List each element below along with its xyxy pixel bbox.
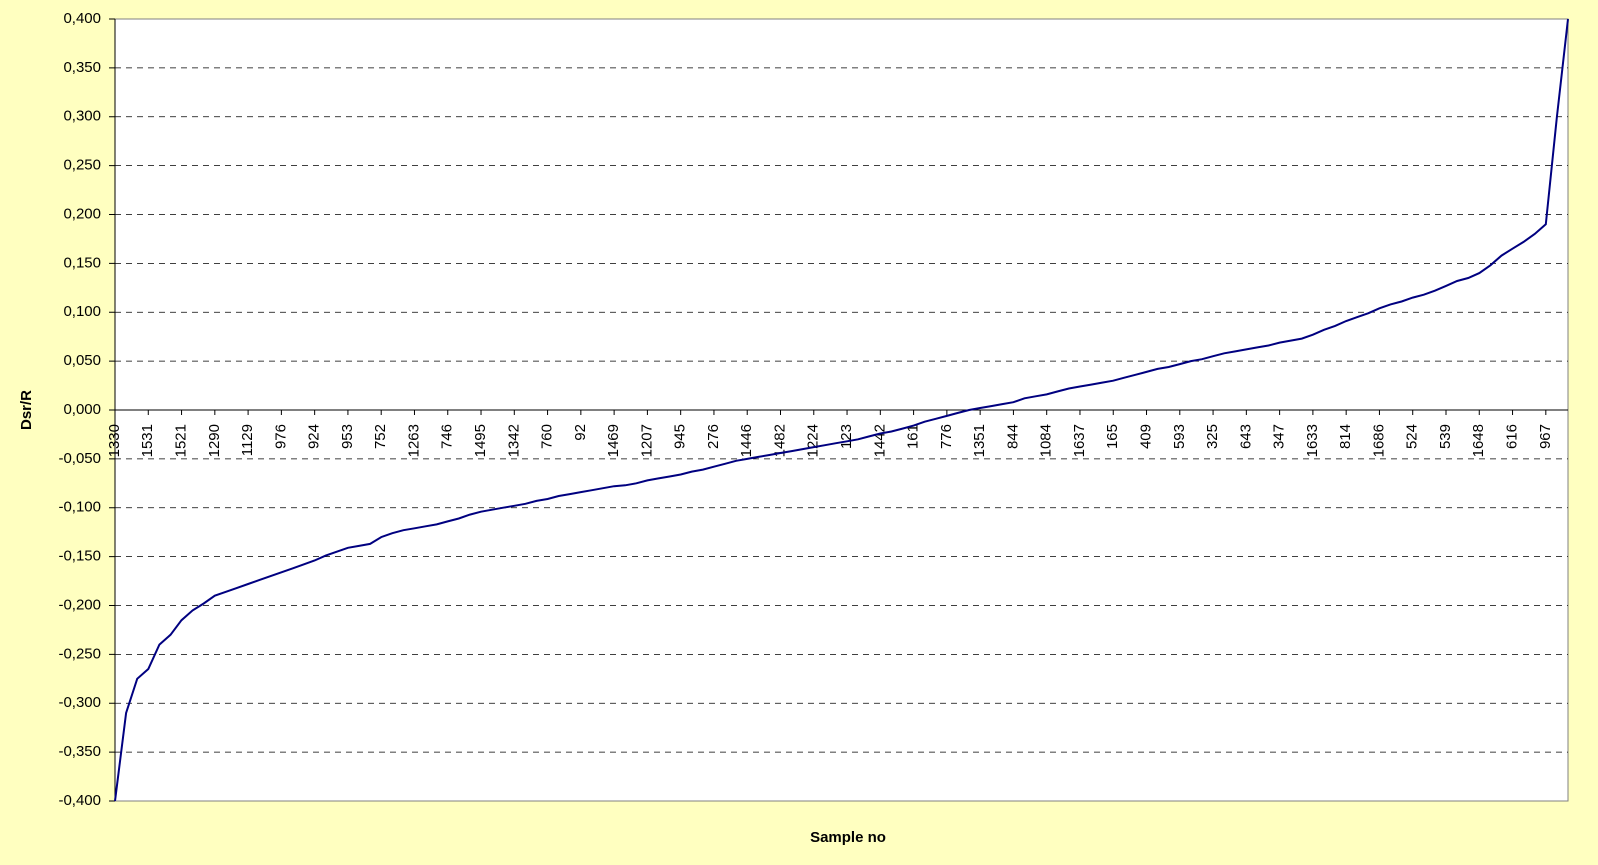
y-tick-label: 0,100 [63, 303, 101, 320]
x-axis-title: Sample no [810, 829, 886, 846]
x-tick-label: 1686 [1370, 424, 1387, 457]
x-tick-label: 1263 [405, 424, 422, 457]
x-tick-label: 643 [1237, 424, 1254, 449]
y-tick-label: -0,100 [58, 499, 101, 516]
y-axis-title: Dsr/R [18, 390, 35, 430]
x-tick-label: 347 [1271, 424, 1288, 449]
x-tick-label: 1446 [738, 424, 755, 457]
x-tick-label: 967 [1537, 424, 1554, 449]
y-tick-label: -0,200 [58, 596, 101, 613]
x-tick-label: 1129 [239, 424, 256, 456]
x-tick-label: 1648 [1470, 424, 1487, 457]
x-tick-label: 1521 [173, 424, 190, 457]
x-tick-label: 1633 [1304, 424, 1321, 457]
x-tick-label: 1207 [638, 424, 655, 457]
x-tick-label: 593 [1171, 424, 1188, 449]
y-tick-label: 0,200 [63, 205, 101, 222]
y-tick-label: 0,050 [63, 352, 101, 369]
y-tick-label: -0,050 [58, 450, 101, 467]
y-tick-label: 0,400 [63, 10, 101, 27]
x-tick-label: 752 [372, 424, 389, 449]
x-tick-label: 1531 [139, 424, 156, 457]
y-tick-label: 0,350 [63, 59, 101, 76]
x-tick-label: 1084 [1038, 424, 1055, 457]
x-tick-label: 1442 [871, 424, 888, 457]
y-tick-label: 0,000 [63, 401, 101, 418]
y-tick-label: -0,350 [58, 743, 101, 760]
y-tick-label: 0,300 [63, 108, 101, 125]
y-tick-label: -0,150 [58, 548, 101, 565]
x-tick-label: 924 [306, 424, 323, 449]
x-tick-label: 760 [539, 424, 556, 449]
x-tick-label: 1224 [805, 424, 822, 457]
x-tick-label: 524 [1404, 424, 1421, 449]
x-tick-label: 1495 [472, 424, 489, 457]
x-tick-label: 1482 [771, 424, 788, 457]
y-tick-label: -0,250 [58, 645, 101, 662]
x-tick-label: 325 [1204, 424, 1221, 449]
x-tick-label: 1637 [1071, 424, 1088, 457]
data-line [114, 18, 1569, 802]
x-tick-label: 1469 [605, 424, 622, 457]
x-tick-label: 161 [905, 424, 922, 449]
x-tick-label: 746 [439, 424, 456, 449]
x-tick-label: 92 [572, 424, 589, 441]
x-tick-label: 276 [705, 424, 722, 449]
x-tick-label: 539 [1437, 424, 1454, 449]
y-tick-label: 0,250 [63, 157, 101, 174]
x-tick-label: 945 [672, 424, 689, 449]
x-tick-label: 1351 [971, 424, 988, 457]
x-tick-label: 1290 [206, 424, 223, 457]
y-tick-label: -0,400 [58, 792, 101, 809]
x-tick-label: 814 [1337, 424, 1354, 449]
x-tick-label: 1342 [505, 424, 522, 457]
y-tick-label: 0,150 [63, 254, 101, 271]
x-tick-label: 776 [938, 424, 955, 449]
x-tick-label: 976 [272, 424, 289, 449]
x-tick-label: 953 [339, 424, 356, 449]
y-tick-label: -0,300 [58, 694, 101, 711]
x-tick-label: 123 [838, 424, 855, 449]
x-tick-label: 844 [1004, 424, 1021, 449]
x-tick-label: 165 [1104, 424, 1121, 449]
x-tick-label: 616 [1504, 424, 1521, 449]
x-tick-label: 409 [1137, 424, 1154, 449]
x-tick-label: 1330 [106, 424, 123, 457]
